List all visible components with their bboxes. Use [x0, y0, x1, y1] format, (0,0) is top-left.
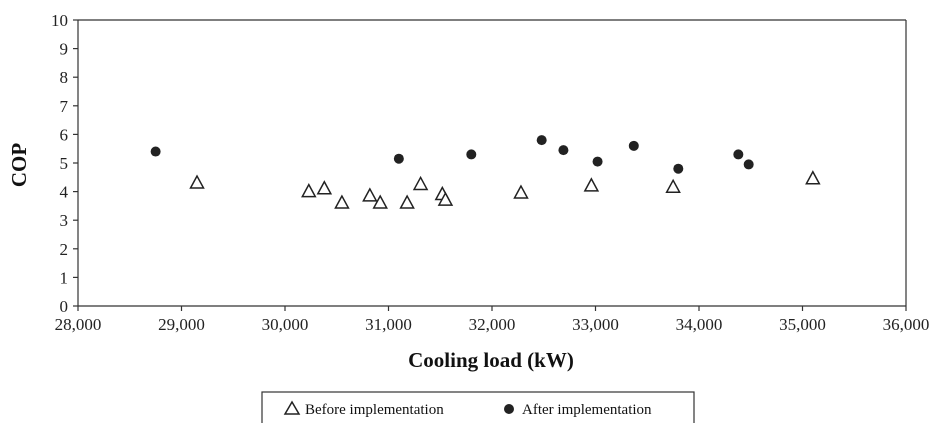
y-tick-label: 5 — [60, 154, 69, 173]
y-tick-label: 9 — [60, 40, 69, 59]
y-tick-label: 6 — [60, 125, 69, 144]
y-tick-label: 2 — [60, 240, 69, 259]
point-before-implementation — [316, 180, 333, 195]
point-after-implementation — [150, 146, 161, 157]
point-after-implementation — [743, 159, 754, 170]
y-tick-label: 1 — [60, 268, 69, 287]
point-before-implementation — [301, 183, 317, 198]
point-after-implementation — [536, 135, 547, 146]
point-after-implementation — [673, 163, 684, 174]
point-after-implementation — [592, 156, 603, 167]
x-tick-label: 32,000 — [469, 315, 516, 334]
y-axis-title: COP — [7, 143, 31, 188]
point-after-implementation — [466, 149, 477, 160]
x-tick-label: 34,000 — [676, 315, 723, 334]
point-before-implementation — [437, 191, 454, 206]
point-before-implementation — [362, 187, 378, 202]
legend-marker-before — [283, 400, 301, 415]
legend: Before implementation After implementati… — [261, 391, 695, 423]
x-ticks: 28,000 29,000 30,000 31,000 32,000 33,000 34,0… — [55, 306, 930, 334]
point-before-implementation — [513, 184, 529, 199]
point-after-implementation — [733, 149, 744, 160]
x-tick-label: 31,000 — [365, 315, 412, 334]
y-tick-label: 7 — [60, 97, 69, 116]
point-after-implementation — [628, 140, 639, 151]
x-tick-label: 28,000 — [55, 315, 102, 334]
point-before-implementation — [665, 178, 681, 194]
legend-label-before: Before implementation — [305, 402, 444, 418]
x-tick-label: 29,000 — [158, 315, 205, 334]
x-tick-label: 30,000 — [262, 315, 309, 334]
point-before-implementation — [399, 194, 415, 209]
x-axis-title: Cooling load (kW) — [408, 348, 574, 372]
data-points — [150, 135, 821, 209]
x-tick-label: 35,000 — [779, 315, 826, 334]
y-tick-label: 0 — [60, 297, 69, 316]
y-tick-label: 8 — [60, 68, 69, 87]
point-before-implementation — [372, 194, 388, 209]
point-before-implementation — [189, 174, 205, 189]
y-tick-label: 4 — [60, 183, 69, 202]
legend-label-after: After implementation — [522, 402, 652, 418]
legend-marker-after — [504, 404, 514, 414]
point-after-implementation — [393, 153, 404, 164]
point-after-implementation — [558, 145, 569, 156]
point-before-implementation — [412, 175, 429, 191]
x-tick-label: 36,000 — [883, 315, 930, 334]
y-ticks: 0 1 2 3 4 5 6 7 8 9 10 — [51, 11, 78, 316]
x-tick-label: 33,000 — [572, 315, 619, 334]
legend-box — [261, 391, 695, 423]
point-before-implementation — [334, 194, 350, 209]
point-before-implementation — [583, 177, 600, 192]
y-tick-label: 3 — [60, 211, 69, 230]
point-before-implementation — [805, 170, 821, 185]
y-tick-label: 10 — [51, 11, 68, 30]
axes — [77, 19, 907, 307]
